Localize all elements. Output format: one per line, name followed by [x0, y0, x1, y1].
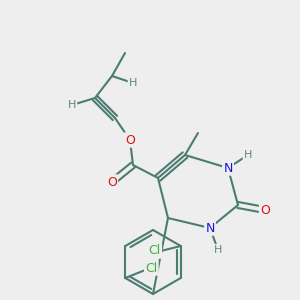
Text: O: O [125, 134, 135, 146]
Text: H: H [68, 100, 76, 110]
Text: H: H [244, 150, 252, 160]
Text: O: O [107, 176, 117, 188]
Text: N: N [205, 221, 215, 235]
Text: H: H [129, 78, 137, 88]
Text: H: H [214, 245, 222, 255]
Text: Cl: Cl [145, 262, 158, 275]
Text: Cl: Cl [148, 244, 161, 257]
Text: N: N [223, 161, 233, 175]
Text: O: O [260, 203, 270, 217]
